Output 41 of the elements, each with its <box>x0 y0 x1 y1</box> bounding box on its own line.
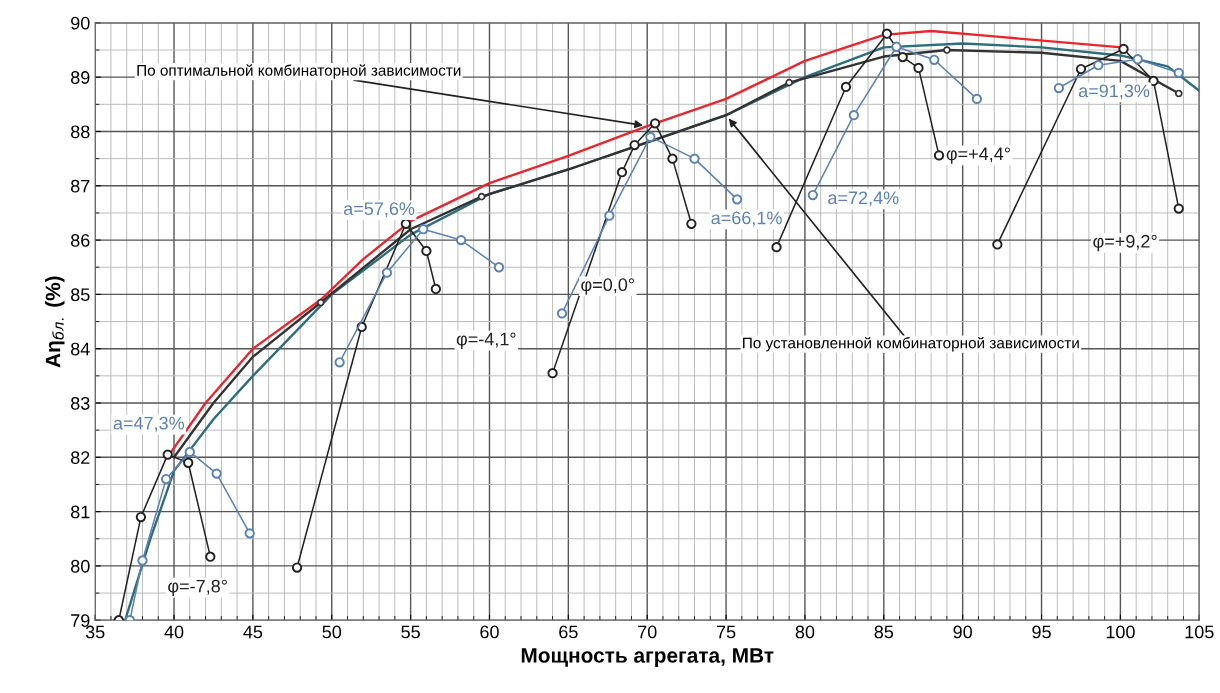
x-tick-label: 60 <box>480 625 499 639</box>
y-tick-label: 82 <box>71 451 90 465</box>
text: φ=-4,1° <box>456 332 516 349</box>
series-label: a=66,1% <box>711 211 782 227</box>
series-label: a=47,3% <box>113 416 185 432</box>
x-tick-label: 100 <box>1106 625 1135 639</box>
series-label: a=72,4% <box>828 191 899 207</box>
series-label: a=57,6% <box>343 202 415 218</box>
x-tick-label: 90 <box>953 625 972 639</box>
x-tick-label: 80 <box>795 625 815 639</box>
y-tick-label: 83 <box>71 396 90 410</box>
x-axis-title: Мощность агрегата, МВт <box>521 648 774 667</box>
series-label: a=91,3% <box>1078 84 1150 100</box>
annotation: По оптимальной комбинаторной зависимости <box>137 64 461 79</box>
y-tick-label: 85 <box>71 288 90 302</box>
y-tick-label: 80 <box>71 559 90 573</box>
series-label: φ=-7,8° <box>168 579 227 597</box>
y-tick-label: 86 <box>71 234 90 247</box>
x-tick-label: 45 <box>243 625 263 639</box>
x-tick-label: 70 <box>638 625 657 639</box>
annotation: По установленной комбинаторной зависимости <box>743 336 1079 352</box>
x-tick-label: 50 <box>322 625 342 639</box>
x-tick-label: 105 <box>1185 625 1214 639</box>
x-tick-label: 55 <box>401 625 420 639</box>
series-label: φ=+9,2° <box>1093 234 1157 252</box>
x-tick-label: 85 <box>874 625 894 639</box>
series-label: φ=+4,4° <box>946 147 1010 164</box>
x-tick-label: 65 <box>559 625 578 639</box>
y-tick-label: 88 <box>71 125 90 139</box>
x-tick-label: 35 <box>85 625 105 639</box>
y-axis-title: Aη$_{бл.}$ (%) <box>45 276 65 368</box>
y-tick-label: 89 <box>71 71 90 84</box>
x-tick-label: 95 <box>1032 625 1051 639</box>
y-tick-label: 84 <box>71 342 90 356</box>
y-tick-label: 90 <box>71 16 90 30</box>
series-label: φ=0,0° <box>581 278 634 295</box>
y-tick-label: 81 <box>71 505 90 519</box>
y-tick-label: 79 <box>71 614 90 627</box>
y-tick-label: 87 <box>71 179 90 193</box>
x-tick-label: 75 <box>716 625 736 639</box>
x-tick-label: 40 <box>164 625 184 639</box>
